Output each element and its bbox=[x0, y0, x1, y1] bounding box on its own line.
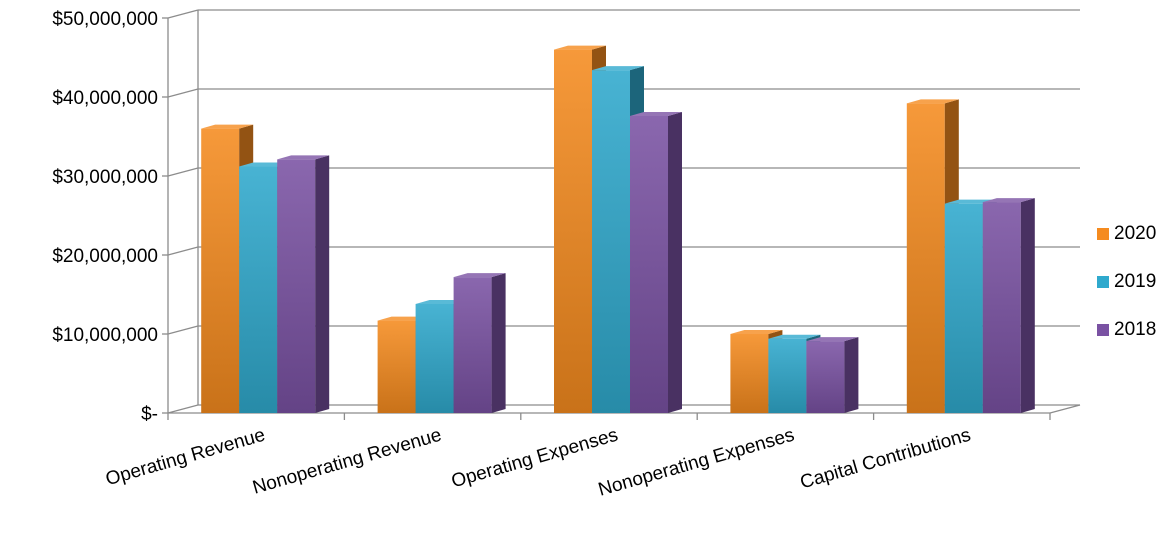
bar-front bbox=[730, 334, 769, 413]
bar-front bbox=[906, 103, 945, 413]
legend: 2020 2019 2018 bbox=[1097, 210, 1175, 354]
bar-top bbox=[630, 111, 682, 116]
y-tick-label: $40,000,000 bbox=[52, 88, 158, 109]
gridline-side bbox=[167, 404, 199, 414]
x-tick-label: Operating Revenue bbox=[103, 425, 267, 491]
legend-item: 2020 bbox=[1097, 210, 1175, 258]
legend-swatch bbox=[1097, 228, 1109, 240]
bar-front bbox=[592, 70, 630, 413]
bar-top bbox=[277, 155, 330, 160]
legend-item: 2019 bbox=[1097, 258, 1175, 306]
x-tick-label: Nonoperating Expenses bbox=[596, 425, 797, 501]
bar-side bbox=[491, 273, 506, 413]
legend-swatch bbox=[1097, 324, 1109, 336]
bar-front bbox=[944, 203, 983, 413]
y-tick-label: $50,000,000 bbox=[52, 9, 158, 30]
bar-front bbox=[554, 49, 592, 413]
bar-front bbox=[806, 341, 845, 413]
bar-top bbox=[592, 66, 644, 71]
bar-top bbox=[554, 45, 606, 50]
bar-top bbox=[201, 124, 254, 129]
legend-item: 2018 bbox=[1097, 306, 1175, 354]
legend-label: 2019 bbox=[1114, 271, 1157, 292]
gridline-side bbox=[167, 88, 199, 98]
bar-side bbox=[668, 111, 682, 414]
bar-2018-4 bbox=[982, 198, 1035, 413]
y-tick-label: $- bbox=[141, 404, 158, 425]
bar-front bbox=[630, 115, 668, 414]
y-tick-label: $10,000,000 bbox=[52, 325, 158, 346]
bar-front bbox=[982, 202, 1021, 413]
x-tick-label: Capital Contributions bbox=[798, 425, 973, 494]
gridline-side bbox=[167, 167, 199, 177]
gridline-side bbox=[167, 325, 199, 335]
legend-swatch bbox=[1097, 276, 1109, 288]
bar-front bbox=[239, 166, 278, 413]
y-tick-label: $30,000,000 bbox=[52, 167, 158, 188]
floor-edge bbox=[1049, 404, 1081, 414]
gridline-side bbox=[167, 9, 199, 19]
bar-top bbox=[453, 273, 506, 278]
bar-front bbox=[768, 338, 807, 413]
bar-front bbox=[201, 128, 240, 413]
y-tick-label: $20,000,000 bbox=[52, 246, 158, 267]
legend-label: 2018 bbox=[1114, 319, 1157, 340]
gridline-side bbox=[167, 246, 199, 256]
bar-top bbox=[730, 330, 783, 334]
bar-top bbox=[982, 198, 1035, 203]
bar-top bbox=[906, 99, 959, 104]
bar-2018-0 bbox=[277, 155, 330, 413]
bar-2018-3 bbox=[806, 337, 859, 413]
bar-side bbox=[1020, 198, 1035, 413]
bar-top bbox=[806, 337, 859, 342]
bar-top bbox=[768, 334, 821, 339]
bar-front bbox=[377, 320, 416, 413]
bar-2018-2 bbox=[630, 111, 682, 414]
legend-label: 2020 bbox=[1114, 223, 1157, 244]
bar-front bbox=[277, 159, 316, 413]
bar-side bbox=[844, 337, 859, 413]
bar-side bbox=[315, 155, 330, 413]
bar-2018-1 bbox=[453, 273, 506, 413]
bar-front bbox=[453, 277, 492, 413]
x-tick-label: Operating Expenses bbox=[449, 425, 620, 493]
bar-front bbox=[415, 303, 454, 413]
x-tick-label: Nonoperating Revenue bbox=[250, 425, 444, 499]
